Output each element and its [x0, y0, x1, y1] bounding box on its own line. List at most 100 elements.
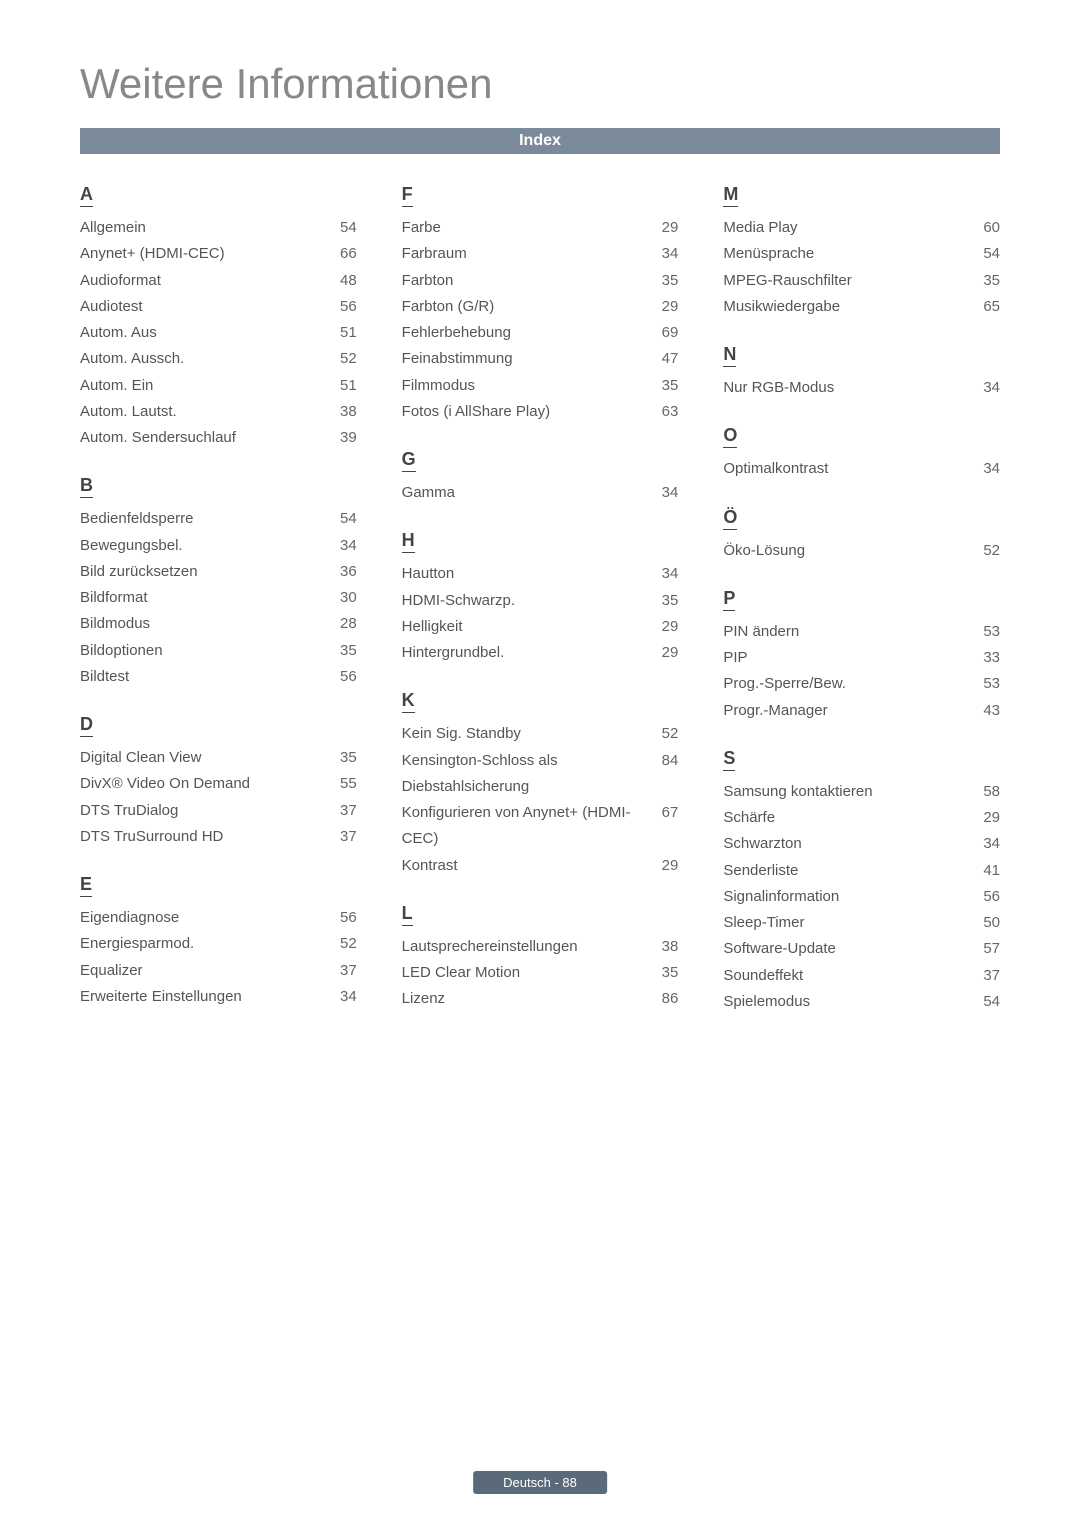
entry-term: Signalinformation [723, 884, 983, 910]
index-header: Index [80, 128, 1000, 154]
index-entry: Kensington-Schloss als Diebstahlsicherun… [402, 748, 679, 801]
section-letter: B [80, 475, 93, 498]
entry-term: Digital Clean View [80, 745, 340, 771]
index-entry: LED Clear Motion35 [402, 960, 679, 986]
index-entry: Equalizer37 [80, 958, 357, 984]
section-letter: H [402, 530, 415, 553]
page-footer: Deutsch - 88 [473, 1471, 607, 1494]
entry-term: HDMI-Schwarzp. [402, 588, 662, 614]
entry-term: Bildformat [80, 585, 340, 611]
index-entry: PIP33 [723, 645, 1000, 671]
entry-term: Nur RGB-Modus [723, 375, 983, 401]
entry-page: 41 [983, 858, 1000, 884]
index-entry: DTS TruDialog37 [80, 798, 357, 824]
entry-term: Audioformat [80, 268, 340, 294]
entry-page: 56 [340, 905, 357, 931]
index-section: AAllgemein54Anynet+ (HDMI-CEC)66Audiofor… [80, 184, 357, 451]
entry-page: 52 [340, 931, 357, 957]
index-section: FFarbe29Farbraum34Farbton35Farbton (G/R)… [402, 184, 679, 425]
entry-page: 52 [983, 538, 1000, 564]
entry-page: 65 [983, 294, 1000, 320]
index-section: GGamma34 [402, 449, 679, 506]
index-section: OOptimalkontrast34 [723, 425, 1000, 482]
index-entry: Kein Sig. Standby52 [402, 721, 679, 747]
entry-page: 29 [662, 640, 679, 666]
index-entry: Audiotest56 [80, 294, 357, 320]
index-entry: Digital Clean View35 [80, 745, 357, 771]
entry-term: Fehlerbehebung [402, 320, 662, 346]
section-letter: P [723, 588, 735, 611]
entry-page: 35 [662, 960, 679, 986]
index-entry: Lautsprechereinstellungen38 [402, 934, 679, 960]
index-entry: Kontrast29 [402, 853, 679, 879]
entry-term: Bewegungsbel. [80, 533, 340, 559]
entry-page: 39 [340, 425, 357, 451]
entry-page: 51 [340, 373, 357, 399]
entry-page: 34 [340, 984, 357, 1010]
index-entry: Öko-Lösung52 [723, 538, 1000, 564]
entry-term: Prog.-Sperre/Bew. [723, 671, 983, 697]
index-entry: Fotos (i AllShare Play)63 [402, 399, 679, 425]
entry-term: Samsung kontaktieren [723, 779, 983, 805]
index-entry: Bild zurücksetzen36 [80, 559, 357, 585]
section-letter: D [80, 714, 93, 737]
entry-page: 54 [983, 989, 1000, 1015]
index-entry: Lizenz86 [402, 986, 679, 1012]
entry-page: 38 [662, 934, 679, 960]
entry-page: 34 [662, 561, 679, 587]
entry-page: 37 [340, 958, 357, 984]
index-entry: MPEG-Rauschfilter35 [723, 268, 1000, 294]
index-entry: DivX® Video On Demand55 [80, 771, 357, 797]
index-entry: Nur RGB-Modus34 [723, 375, 1000, 401]
index-section: KKein Sig. Standby52Kensington-Schloss a… [402, 690, 679, 879]
index-entry: Bedienfeldsperre54 [80, 506, 357, 532]
index-entry: Prog.-Sperre/Bew.53 [723, 671, 1000, 697]
section-letter: N [723, 344, 736, 367]
index-entry: Autom. Lautst.38 [80, 399, 357, 425]
entry-page: 29 [662, 853, 679, 879]
index-section: L Lautsprechereinstellungen38LED Clear Mo… [402, 903, 679, 1013]
entry-term: Schärfe [723, 805, 983, 831]
entry-page: 30 [340, 585, 357, 611]
entry-term: Progr.-Manager [723, 698, 983, 724]
index-entry: Erweiterte Einstellungen34 [80, 984, 357, 1010]
entry-term: Feinabstimmung [402, 346, 662, 372]
index-entry: Optimalkontrast34 [723, 456, 1000, 482]
entry-term: Equalizer [80, 958, 340, 984]
index-entry: Farbton (G/R)29 [402, 294, 679, 320]
index-entry: Filmmodus35 [402, 373, 679, 399]
entry-page: 47 [662, 346, 679, 372]
entry-term: Software-Update [723, 936, 983, 962]
index-entry: Konfigurieren von Anynet+ (HDMI-CEC)67 [402, 800, 679, 853]
index-section: EEigendiagnose56Energiesparmod.52Equaliz… [80, 874, 357, 1010]
entry-term: Bild zurücksetzen [80, 559, 340, 585]
page-title: Weitere Informationen [80, 60, 1000, 108]
index-entry: Energiesparmod.52 [80, 931, 357, 957]
entry-term: Filmmodus [402, 373, 662, 399]
entry-term: Fotos (i AllShare Play) [402, 399, 662, 425]
entry-page: 38 [340, 399, 357, 425]
entry-page: 52 [662, 721, 679, 747]
entry-page: 52 [340, 346, 357, 372]
index-section: ÖÖko-Lösung52 [723, 507, 1000, 564]
entry-term: Farbton (G/R) [402, 294, 662, 320]
entry-page: 51 [340, 320, 357, 346]
entry-page: 50 [983, 910, 1000, 936]
index-entry: Bildoptionen35 [80, 638, 357, 664]
section-letter: L [402, 903, 413, 926]
entry-term: Hintergrundbel. [402, 640, 662, 666]
entry-page: 34 [662, 480, 679, 506]
entry-page: 35 [662, 373, 679, 399]
entry-term: MPEG-Rauschfilter [723, 268, 983, 294]
entry-term: Sleep-Timer [723, 910, 983, 936]
entry-page: 54 [983, 241, 1000, 267]
index-entry: Fehlerbehebung69 [402, 320, 679, 346]
section-letter: A [80, 184, 93, 207]
index-entry: Bildtest56 [80, 664, 357, 690]
index-section: SSamsung kontaktieren58Schärfe29Schwarzt… [723, 748, 1000, 1015]
entry-term: Gamma [402, 480, 662, 506]
index-section: PPIN ändern53PIP33Prog.-Sperre/Bew.53Pro… [723, 588, 1000, 724]
entry-page: 35 [662, 268, 679, 294]
index-section: D Digital Clean View35DivX® Video On Dema… [80, 714, 357, 850]
entry-term: Lautsprechereinstellungen [402, 934, 662, 960]
